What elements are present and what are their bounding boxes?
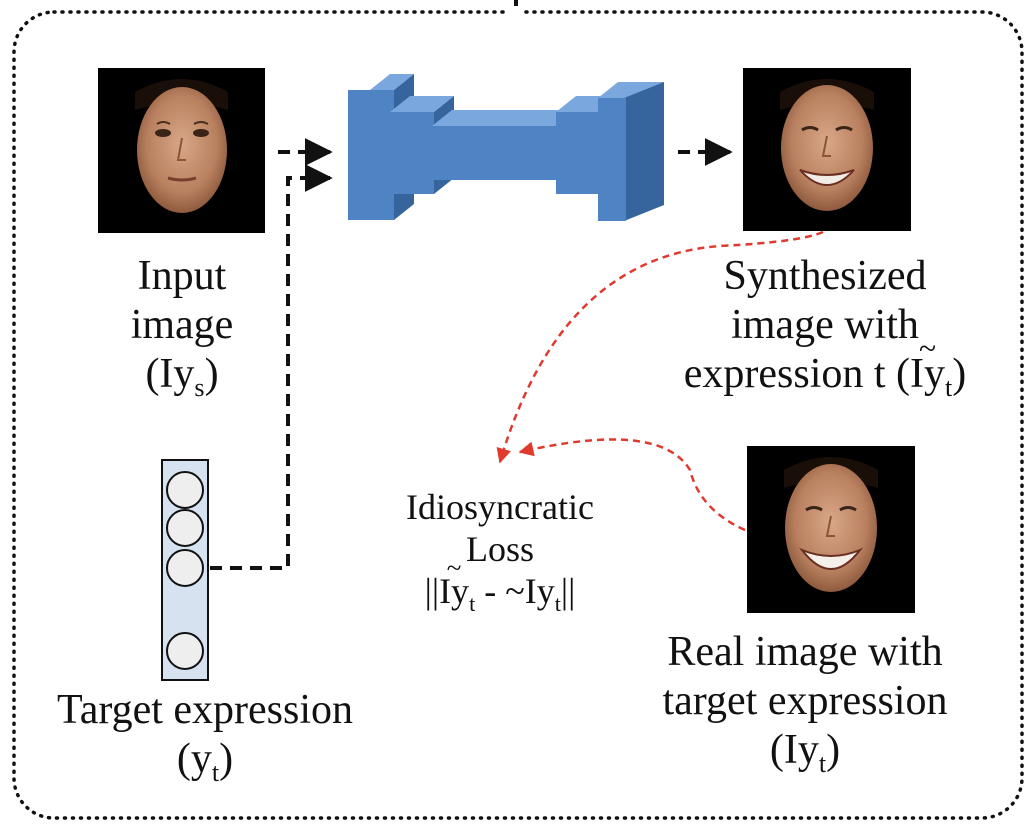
vector-node <box>166 549 204 587</box>
input-symbol-close: ) <box>204 351 219 398</box>
synthesized-symbol-close: ) <box>952 351 967 398</box>
vector-node <box>166 632 204 670</box>
loss-formula-close: || <box>560 571 576 612</box>
real-symbol-sub: t <box>818 749 827 779</box>
input-image-label-line1: Input <box>137 253 227 299</box>
idiosyncratic-loss-label: Idiosyncratic Loss ||Iyt - ~Iyt|| <box>360 486 640 617</box>
loss-formula-mid: - ~Iy <box>475 571 555 612</box>
synthesized-label-line3: expression t (Iyt) <box>640 350 1010 404</box>
real-to-loss-arrow <box>518 438 746 532</box>
frame-top-gap <box>508 0 524 22</box>
synthesized-label-line1: Synthesized <box>723 253 927 299</box>
loss-formula-sub2: t <box>554 591 561 617</box>
input-symbol: (Iy <box>145 351 195 398</box>
loss-formula: ||Iyt - ~Iyt|| <box>360 570 640 617</box>
target-symbol-close: ) <box>219 736 234 783</box>
loss-label-line2: Loss <box>465 529 534 570</box>
synthesized-label-prefix: expression t ( <box>683 351 911 398</box>
real-symbol: (Iy <box>769 727 819 774</box>
vector-node <box>166 509 204 547</box>
loss-formula-sub1: t <box>469 591 476 617</box>
expression-vector-icon <box>161 459 209 681</box>
synthesized-face-image <box>743 68 911 231</box>
real-face-image <box>747 446 915 613</box>
target-to-network-arrow <box>210 164 333 570</box>
synthesized-label-line2: image with <box>731 302 919 349</box>
real-image-label: Real image with target expression (Iyt) <box>610 628 1000 780</box>
real-label-line2: target expression <box>662 678 948 725</box>
input-image-label: Input image (Iys) <box>92 252 272 404</box>
synthesized-symbol-sub: t <box>945 373 953 403</box>
target-label-line1: Target expression <box>56 687 354 733</box>
target-symbol: (y <box>176 736 212 783</box>
target-symbol-sub: t <box>211 758 220 788</box>
input-image-label-symbol: (Iys) <box>92 350 272 404</box>
real-label-line1: Real image with <box>667 629 943 675</box>
input-face-image <box>98 68 265 233</box>
loss-formula-symbol1: Iy <box>439 570 469 612</box>
target-label-symbol: (yt) <box>20 735 390 789</box>
loss-formula-open: || <box>424 571 440 612</box>
input-symbol-sub: s <box>194 373 205 403</box>
network-layer-7 <box>598 82 664 221</box>
encoder-decoder-network-icon <box>348 74 664 221</box>
real-label-symbol: (Iyt) <box>610 726 1000 780</box>
vector-node <box>166 471 204 509</box>
synthesized-symbol: Iy <box>910 350 945 399</box>
input-image-label-line2: image <box>130 302 234 349</box>
real-symbol-close: ) <box>826 727 841 774</box>
synthesized-image-label: Synthesized image with expression t (Iyt… <box>640 252 1010 404</box>
loss-label-line1: Idiosyncratic <box>406 487 594 527</box>
synthesized-to-loss-arrow <box>496 230 824 464</box>
target-expression-label: Target expression (yt) <box>20 686 390 789</box>
